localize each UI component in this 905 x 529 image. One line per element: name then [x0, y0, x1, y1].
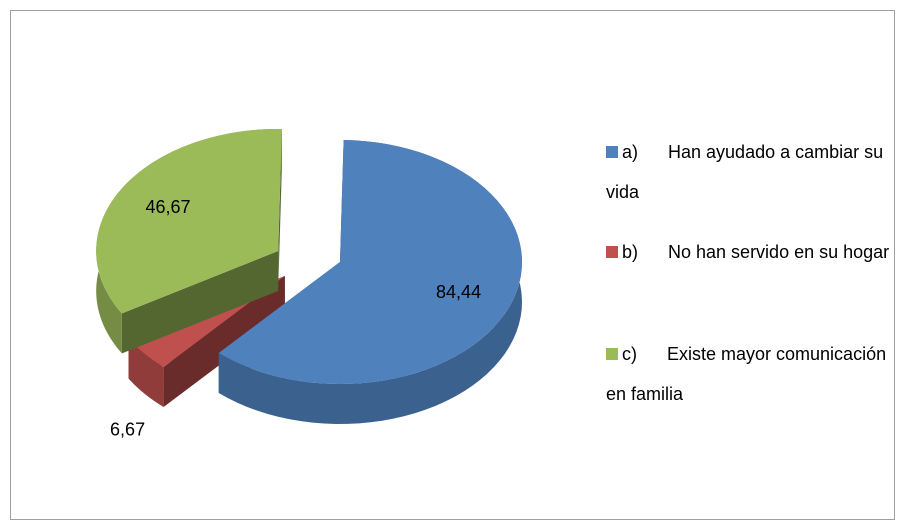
slice-side — [218, 140, 522, 424]
legend-label: b) No han servido en su hogar — [622, 242, 890, 262]
legend-label: c) Existe mayor comunicación en familia — [606, 344, 892, 404]
data-label: 84,44 — [436, 282, 481, 302]
legend-swatch — [606, 246, 618, 258]
slice-wall — [278, 128, 282, 291]
legend-swatch — [606, 348, 618, 360]
legend-entry: a) Han ayudado a cambiar su vida — [606, 132, 891, 212]
slice-wall — [121, 250, 279, 354]
slice — [96, 128, 282, 314]
legend-label: a) Han ayudado a cambiar su vida — [606, 142, 889, 202]
slice-side — [128, 338, 164, 407]
slice — [218, 140, 522, 384]
legend-entry: b) No han servido en su hogar — [606, 232, 891, 272]
data-label: 6,67 — [110, 420, 145, 440]
legend-entry: c) Existe mayor comunicación en familia — [606, 334, 891, 414]
data-label: 46,67 — [146, 197, 191, 217]
legend-swatch — [606, 146, 618, 158]
